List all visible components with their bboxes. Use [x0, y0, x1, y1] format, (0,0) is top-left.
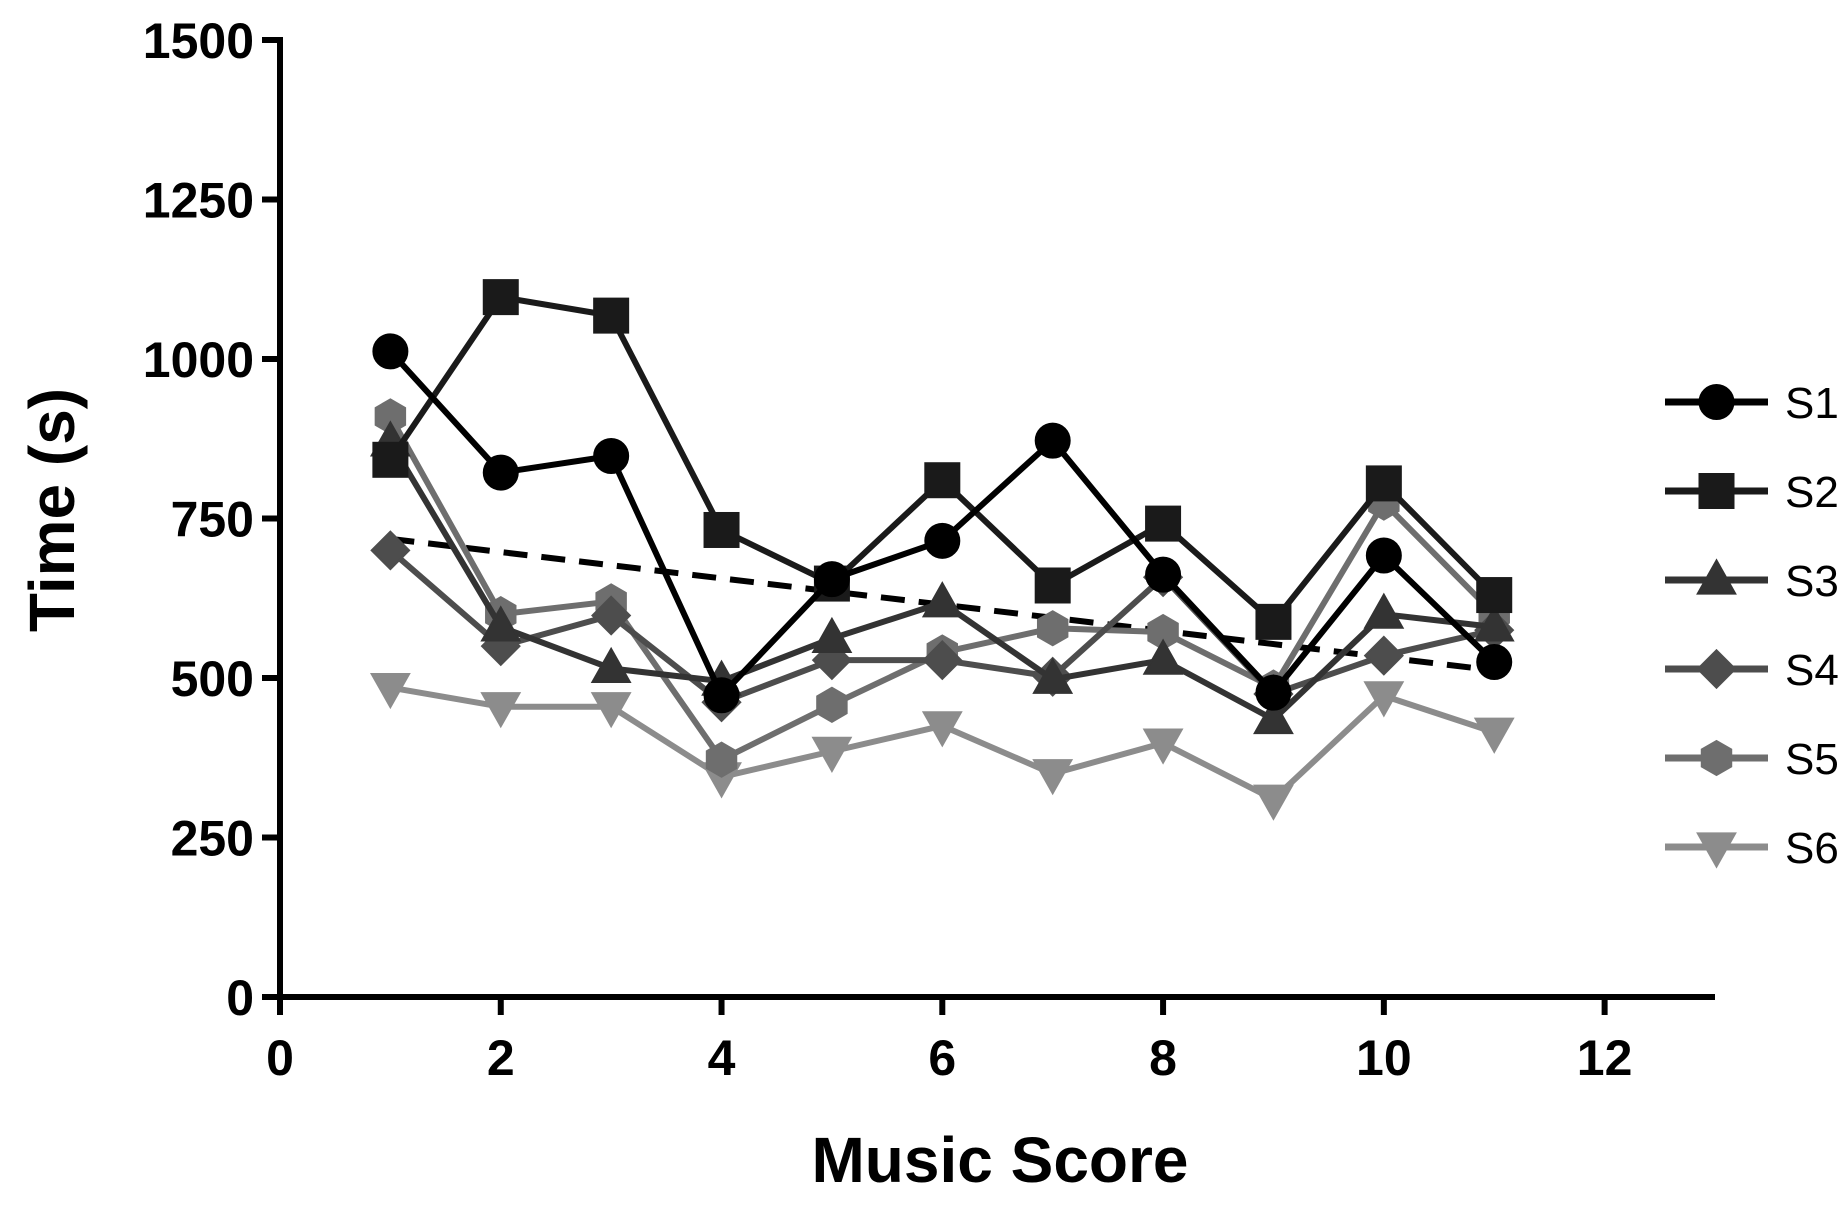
- legend-marker: [1696, 648, 1737, 690]
- series-s3: [369, 420, 1515, 735]
- legend-label: S4: [1785, 646, 1839, 695]
- series-line-s2: [387, 294, 1497, 625]
- data-point: [703, 511, 740, 548]
- data-point: [921, 581, 963, 618]
- data-point: [1032, 657, 1074, 694]
- y-tick-label: 500: [171, 651, 254, 707]
- data-point: [1255, 603, 1292, 640]
- legend-marker: [1698, 384, 1735, 420]
- data-point: [590, 692, 632, 729]
- data-point: [703, 677, 740, 714]
- y-tick-label: 750: [171, 492, 254, 548]
- data-point: [480, 605, 522, 642]
- data-point: [1036, 610, 1069, 647]
- data-point: [1473, 717, 1515, 754]
- x-tick-label: 10: [1356, 1030, 1412, 1086]
- series-s6: [369, 672, 1515, 821]
- legend-item-s5: S5: [1665, 735, 1839, 784]
- legend-marker: [1696, 558, 1737, 595]
- data-point: [1145, 556, 1182, 593]
- data-point: [1365, 537, 1402, 574]
- data-point: [370, 530, 411, 571]
- y-tick-label: 1250: [143, 173, 254, 229]
- legend-label: S2: [1785, 468, 1839, 517]
- data-point: [1145, 505, 1182, 542]
- series-s1: [372, 333, 1513, 714]
- x-tick-label: 2: [487, 1030, 515, 1086]
- data-point: [1363, 681, 1405, 718]
- legend-item-s2: S2: [1665, 468, 1839, 517]
- y-tick-label: 250: [171, 811, 254, 867]
- data-point: [1253, 697, 1294, 735]
- data-point: [924, 462, 961, 499]
- data-point: [1476, 644, 1513, 681]
- data-point: [482, 454, 519, 491]
- data-point: [1473, 605, 1515, 642]
- data-point: [921, 711, 963, 748]
- data-point: [1142, 728, 1184, 765]
- data-point: [1034, 422, 1071, 459]
- legend-marker: [1696, 832, 1737, 869]
- legend-label: S3: [1785, 557, 1839, 606]
- data-point: [590, 646, 632, 684]
- legend-item-s4: S4: [1665, 646, 1839, 695]
- data-point: [1032, 759, 1074, 796]
- y-tick-label: 0: [226, 970, 254, 1026]
- data-point: [1142, 638, 1184, 675]
- data-point: [593, 297, 630, 334]
- x-tick-label: 4: [708, 1030, 736, 1086]
- data-point: [591, 595, 632, 636]
- y-tick-label: 1000: [143, 332, 254, 388]
- data-point: [705, 741, 738, 778]
- legend-label: S1: [1785, 379, 1839, 428]
- series-layer: [369, 279, 1515, 821]
- data-point: [372, 441, 409, 478]
- data-point: [1253, 784, 1294, 821]
- y-tick-label: 1500: [143, 13, 254, 69]
- data-point: [593, 437, 630, 474]
- x-tick-label: 8: [1149, 1030, 1177, 1086]
- x-tick-label: 6: [928, 1030, 956, 1086]
- data-point: [924, 522, 961, 559]
- data-point: [480, 692, 522, 729]
- data-point: [1255, 674, 1292, 711]
- data-point: [482, 279, 519, 316]
- data-point: [1363, 635, 1404, 676]
- data-point: [1363, 592, 1405, 629]
- data-point: [813, 561, 850, 598]
- data-point: [922, 640, 963, 681]
- legend-item-s3: S3: [1665, 557, 1839, 606]
- data-point: [369, 672, 411, 710]
- axes: 0 250 500 750 1000 1250 1500 0 2 4 6 8 10 12: [143, 13, 1715, 1086]
- data-point: [1034, 567, 1071, 604]
- data-point: [1365, 465, 1402, 502]
- legend-marker: [1700, 739, 1733, 777]
- x-axis-title: Music Score: [811, 1124, 1188, 1196]
- legend-label: S5: [1785, 735, 1839, 784]
- data-point: [811, 736, 853, 773]
- data-point: [811, 616, 853, 654]
- x-tick-label: 0: [266, 1030, 294, 1086]
- legend: S1 S2 S3 S4 S5 S6: [1665, 379, 1839, 873]
- legend-marker: [1698, 473, 1735, 509]
- legend-item-s6: S6: [1665, 824, 1839, 873]
- data-point: [1476, 577, 1513, 614]
- y-axis-title: Time (s): [16, 388, 88, 632]
- data-point: [816, 686, 848, 723]
- legend-label: S6: [1785, 824, 1839, 873]
- legend-item-s1: S1: [1665, 379, 1839, 428]
- data-point: [372, 333, 409, 370]
- x-tick-label: 12: [1577, 1030, 1633, 1086]
